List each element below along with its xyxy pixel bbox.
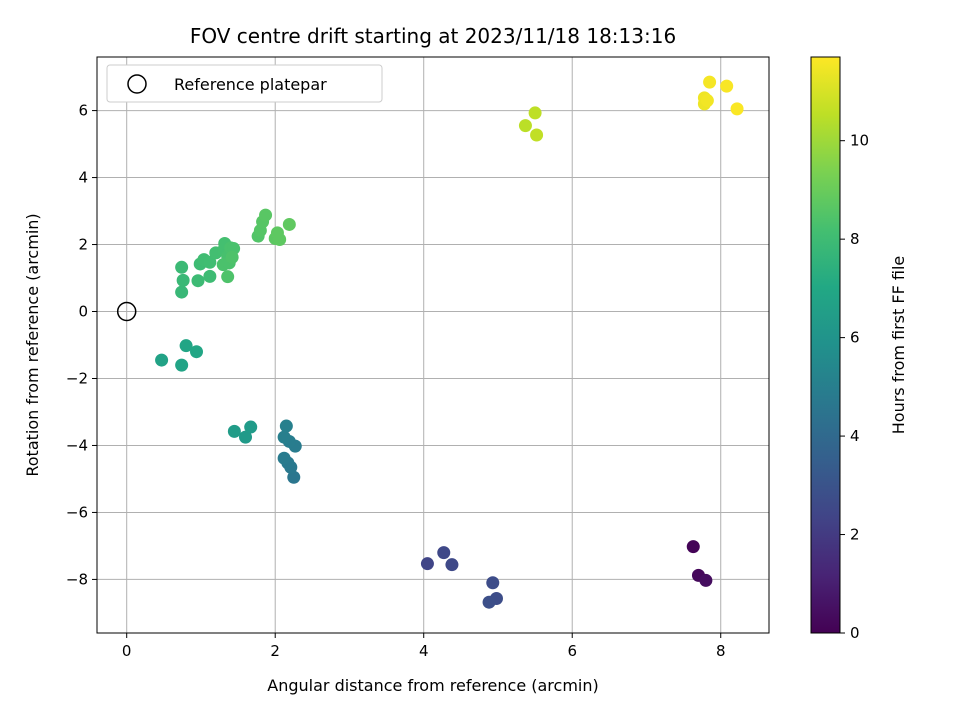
- data-point: [686, 540, 700, 554]
- data-point: [445, 558, 459, 572]
- colorbar: 0 2 4 6 8 10 Hours from first FF file: [810, 56, 908, 642]
- colorbar-tick-label: 6: [850, 329, 860, 347]
- x-axis-label: Angular distance from reference (arcmin): [267, 676, 598, 695]
- y-axis-label: Rotation from reference (arcmin): [23, 213, 42, 476]
- colorbar-tick-label: 2: [850, 526, 860, 544]
- y-tick-label: −8: [66, 570, 88, 588]
- chart-title: FOV centre drift starting at 2023/11/18 …: [190, 24, 676, 48]
- colorbar-label: Hours from first FF file: [889, 256, 908, 435]
- data-point: [203, 269, 217, 283]
- colorbar-tick-label: 8: [850, 230, 860, 248]
- data-point: [225, 250, 239, 264]
- data-point: [175, 285, 189, 299]
- data-point: [720, 79, 734, 93]
- x-tick-label: 0: [122, 642, 132, 660]
- data-point: [259, 208, 273, 222]
- data-point: [179, 339, 193, 353]
- y-tick-label: 0: [78, 303, 88, 321]
- data-point: [175, 358, 189, 372]
- x-tick-label: 8: [716, 642, 726, 660]
- data-point: [273, 233, 287, 247]
- y-tick-label: 6: [78, 102, 88, 120]
- colorbar-tick-label: 0: [850, 624, 860, 642]
- data-point: [530, 128, 544, 142]
- data-point: [528, 106, 542, 120]
- data-points: [155, 75, 744, 609]
- data-point: [239, 430, 253, 444]
- colorbar-ticks: 0 2 4 6 8 10: [840, 132, 869, 642]
- x-tick-label: 2: [270, 642, 280, 660]
- data-point: [203, 255, 217, 269]
- data-point: [221, 270, 235, 284]
- data-point: [703, 75, 717, 89]
- grid-lines: [97, 57, 769, 633]
- data-point: [244, 420, 258, 434]
- reference-platepar-marker: [116, 301, 137, 322]
- colorbar-tick-label: 4: [850, 427, 860, 445]
- data-point: [437, 546, 451, 560]
- data-point: [277, 451, 291, 465]
- colorbar-gradient: [810, 56, 841, 634]
- legend-marker: [127, 74, 147, 94]
- data-point: [287, 470, 301, 484]
- data-point: [486, 576, 500, 590]
- x-tick-label: 4: [419, 642, 429, 660]
- data-point: [227, 424, 241, 438]
- legend-label: Reference platepar: [174, 75, 327, 94]
- y-tick-label: 4: [78, 169, 88, 187]
- data-point: [420, 557, 434, 571]
- data-point: [175, 260, 189, 274]
- y-tick-label: −4: [66, 436, 88, 454]
- data-point: [282, 217, 296, 231]
- data-point: [700, 94, 714, 108]
- data-point: [176, 273, 190, 287]
- x-tick-label: 6: [567, 642, 577, 660]
- y-axis-ticks: −8 −6 −4 −2 0 2 4 6: [66, 102, 97, 588]
- legend: Reference platepar: [106, 64, 383, 103]
- data-point: [190, 345, 204, 359]
- data-point: [482, 595, 496, 609]
- data-point: [279, 419, 293, 433]
- legend-box: [106, 64, 383, 103]
- x-axis-ticks: 0 2 4 6 8: [122, 633, 726, 660]
- y-tick-label: 2: [78, 236, 88, 254]
- data-point: [277, 430, 291, 444]
- data-point: [191, 274, 205, 288]
- colorbar-tick-label: 10: [850, 132, 869, 150]
- data-point: [518, 119, 532, 133]
- y-tick-label: −2: [66, 369, 88, 387]
- y-tick-label: −6: [66, 503, 88, 521]
- data-point: [699, 573, 713, 587]
- data-point: [730, 102, 744, 116]
- plot-frame: [96, 56, 770, 634]
- data-point: [155, 353, 169, 367]
